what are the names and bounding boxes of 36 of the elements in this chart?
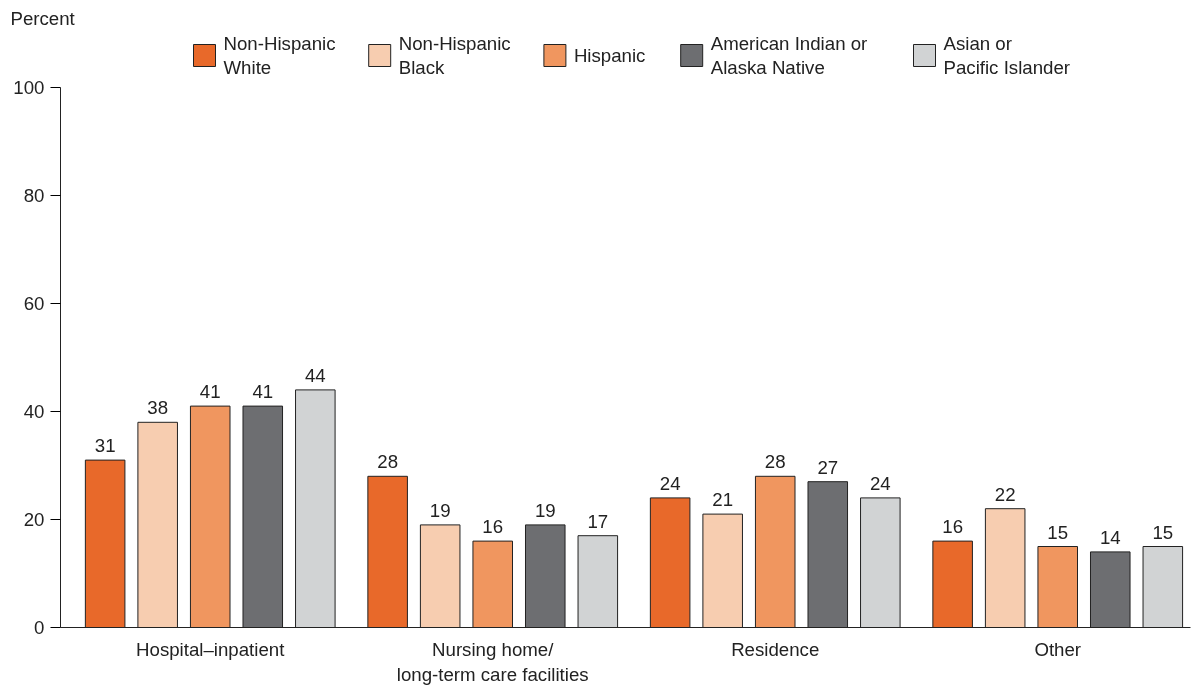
data-label: 16 (482, 516, 504, 538)
data-label: 19 (534, 499, 556, 521)
x-tick-label: Residence (731, 638, 820, 660)
y-tick-label: 20 (23, 509, 45, 530)
data-label: 19 (429, 499, 451, 521)
data-label: 27 (817, 456, 839, 478)
data-label: 17 (587, 510, 609, 532)
legend-label: Non-Hispanic Black (398, 32, 511, 79)
y-tick-label: 0 (34, 617, 45, 638)
data-label: 28 (377, 451, 399, 473)
data-label: 16 (942, 516, 964, 538)
data-label: 21 (712, 489, 734, 511)
data-label: 38 (147, 397, 169, 419)
data-label: 15 (1047, 521, 1069, 543)
data-label: 22 (994, 483, 1016, 505)
x-tick-label: Hospital–inpatient (136, 638, 286, 660)
y-tick-label: 100 (13, 77, 45, 98)
data-label: 41 (252, 381, 274, 403)
x-tick-label: Nursing home/ long-term care facilities (396, 638, 589, 685)
data-label: 14 (1099, 526, 1121, 548)
y-tick-label: 60 (23, 293, 45, 314)
y-axis-title: Percent (10, 7, 76, 29)
x-tick-label: Other (1034, 638, 1082, 660)
data-label: 28 (764, 451, 786, 473)
data-label: 44 (304, 364, 326, 386)
legend-label: Hispanic (573, 45, 646, 66)
y-tick-label: 40 (23, 401, 45, 422)
y-tick-label: 80 (23, 185, 45, 206)
data-label: 41 (199, 381, 221, 403)
data-label: 24 (659, 472, 681, 494)
legend-label: Non-Hispanic White (223, 32, 336, 79)
legend-label: American Indian or Alaska Native (710, 32, 868, 79)
data-label: 31 (94, 435, 116, 457)
legend-label: Asian or Pacific Islander (943, 32, 1071, 79)
data-label: 15 (1152, 521, 1174, 543)
data-label: 24 (869, 472, 891, 494)
